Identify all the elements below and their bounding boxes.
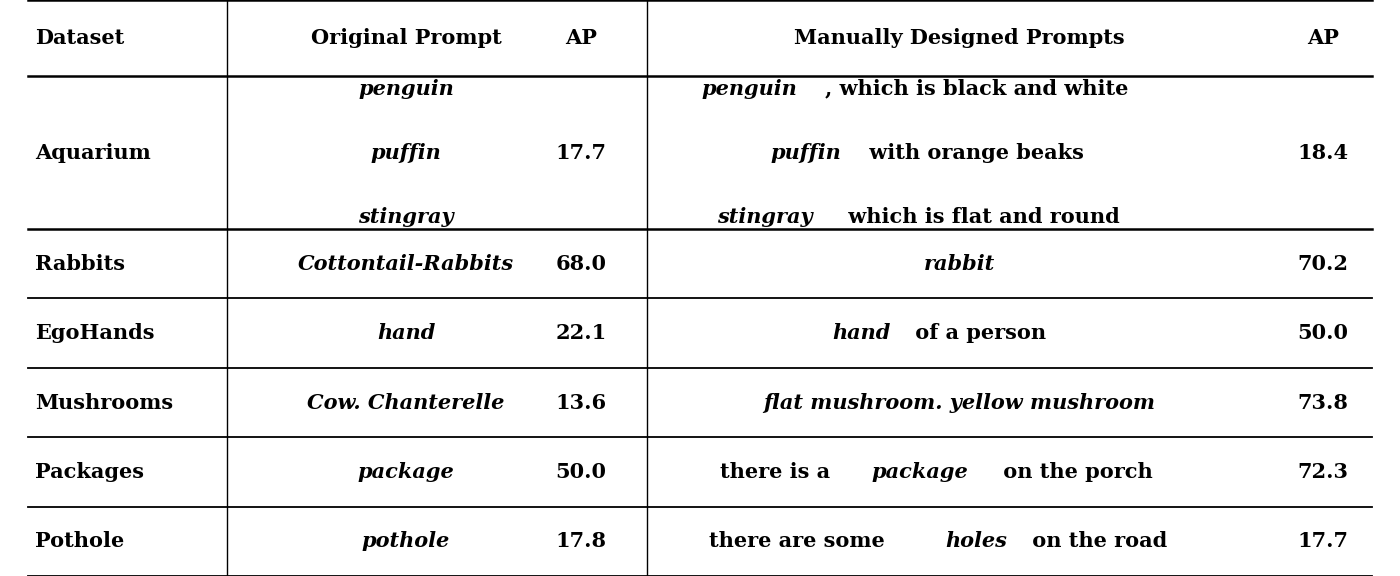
Text: 73.8: 73.8 bbox=[1298, 392, 1348, 412]
Text: Dataset: Dataset bbox=[35, 28, 125, 48]
Text: on the road: on the road bbox=[1025, 531, 1168, 551]
Text: Original Prompt: Original Prompt bbox=[311, 28, 501, 48]
Text: flat mushroom. yellow mushroom: flat mushroom. yellow mushroom bbox=[763, 392, 1155, 412]
Text: Aquarium: Aquarium bbox=[35, 143, 151, 162]
Text: of a person: of a person bbox=[907, 323, 1046, 343]
Text: Cottontail-Rabbits: Cottontail-Rabbits bbox=[298, 253, 514, 274]
Text: 70.2: 70.2 bbox=[1298, 253, 1348, 274]
Text: package: package bbox=[871, 462, 967, 482]
Text: puffin: puffin bbox=[770, 143, 841, 162]
Text: hand: hand bbox=[832, 323, 890, 343]
Text: 18.4: 18.4 bbox=[1298, 143, 1348, 162]
Text: rabbit: rabbit bbox=[924, 253, 994, 274]
Text: EgoHands: EgoHands bbox=[35, 323, 154, 343]
Text: AP: AP bbox=[566, 28, 596, 48]
Text: 22.1: 22.1 bbox=[556, 323, 606, 343]
Text: penguin: penguin bbox=[358, 78, 454, 98]
Text: Pothole: Pothole bbox=[35, 531, 125, 551]
Text: puffin: puffin bbox=[371, 143, 441, 162]
Text: 50.0: 50.0 bbox=[1298, 323, 1348, 343]
Text: 50.0: 50.0 bbox=[556, 462, 606, 482]
Text: 72.3: 72.3 bbox=[1298, 462, 1348, 482]
Text: package: package bbox=[357, 462, 455, 482]
Text: holes: holes bbox=[945, 531, 1007, 551]
Text: stingray: stingray bbox=[717, 207, 813, 227]
Text: 17.8: 17.8 bbox=[556, 531, 606, 551]
Text: 17.7: 17.7 bbox=[1298, 531, 1348, 551]
Text: 17.7: 17.7 bbox=[556, 143, 606, 162]
Text: there are some: there are some bbox=[710, 531, 892, 551]
Text: stingray: stingray bbox=[358, 207, 454, 227]
Text: Packages: Packages bbox=[35, 462, 144, 482]
Text: Manually Designed Prompts: Manually Designed Prompts bbox=[794, 28, 1124, 48]
Text: 13.6: 13.6 bbox=[556, 392, 606, 412]
Text: , which is black and white: , which is black and white bbox=[825, 78, 1128, 98]
Text: with orange beaks: with orange beaks bbox=[861, 143, 1084, 162]
Text: 68.0: 68.0 bbox=[556, 253, 606, 274]
Text: pothole: pothole bbox=[361, 531, 451, 551]
Text: Rabbits: Rabbits bbox=[35, 253, 125, 274]
Text: hand: hand bbox=[377, 323, 435, 343]
Text: penguin: penguin bbox=[701, 78, 797, 98]
Text: which is flat and round: which is flat and round bbox=[841, 207, 1120, 227]
Text: on the porch: on the porch bbox=[995, 462, 1152, 482]
Text: Cow. Chanterelle: Cow. Chanterelle bbox=[308, 392, 504, 412]
Text: Mushrooms: Mushrooms bbox=[35, 392, 174, 412]
Text: AP: AP bbox=[1308, 28, 1338, 48]
Text: there is a: there is a bbox=[720, 462, 837, 482]
